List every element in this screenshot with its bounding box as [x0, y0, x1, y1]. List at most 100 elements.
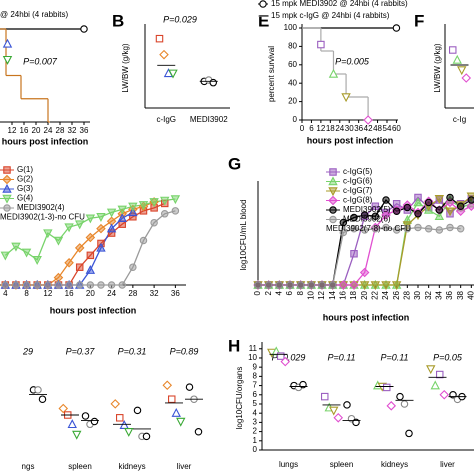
y-tick-label: 9: [253, 362, 258, 371]
marker: [33, 281, 41, 289]
marker: [333, 413, 344, 423]
marker: [75, 220, 85, 230]
x-tick-label: 42: [364, 124, 373, 133]
marker: [466, 201, 474, 212]
marker: [2, 38, 13, 48]
marker: [456, 202, 465, 211]
marker: [328, 281, 337, 289]
category-label: spleen: [330, 460, 354, 469]
marker: [343, 401, 351, 409]
marker: [371, 212, 380, 221]
x-tick-label: 12: [8, 126, 17, 135]
x-tick-label: 16: [65, 289, 74, 298]
x-tick-label: 36: [80, 126, 89, 135]
category-label: kidneys: [118, 462, 145, 471]
marker: [296, 281, 305, 289]
marker: [128, 202, 138, 212]
marker: [133, 406, 142, 415]
marker: [209, 78, 218, 87]
p-value: P=0.31: [118, 346, 147, 356]
category-label: liver: [440, 460, 455, 469]
legend-marker: [329, 215, 337, 224]
x-tick-label: 24: [335, 124, 344, 133]
x-tick-label: 6: [285, 290, 294, 295]
marker: [150, 218, 158, 227]
x-tick-label: 26: [392, 290, 401, 299]
marker: [72, 430, 82, 440]
marker: [106, 223, 117, 233]
marker: [75, 263, 84, 271]
marker: [1, 281, 10, 289]
marker: [85, 232, 96, 243]
marker: [350, 225, 358, 233]
p-value: P=0.89: [170, 346, 199, 356]
marker: [403, 225, 412, 233]
marker: [194, 427, 203, 436]
x-tick-label: 30: [345, 124, 354, 133]
marker: [162, 380, 173, 391]
panel-letter: E: [258, 11, 269, 30]
x-axis-label: hours post infection: [2, 136, 89, 146]
legend-marker: [3, 204, 11, 212]
x-tick-label: 36: [354, 124, 363, 133]
marker: [160, 196, 170, 206]
marker: [350, 213, 358, 222]
marker: [467, 196, 474, 204]
marker: [426, 365, 436, 375]
x-tick-label: 24: [107, 289, 116, 298]
marker: [80, 25, 88, 33]
y-tick-label: 40: [288, 78, 297, 87]
marker: [155, 34, 164, 43]
marker: [414, 210, 422, 218]
x-tick-label: 8: [24, 289, 29, 298]
p-value: P=0.007: [23, 56, 58, 66]
x-tick-label: 32: [424, 290, 433, 299]
p-value: P=0.37: [66, 346, 96, 356]
marker: [360, 226, 369, 234]
legend-text: G(2): [17, 175, 33, 184]
p-value: 29: [22, 346, 33, 356]
marker: [435, 226, 444, 234]
y-tick-label: 10: [248, 353, 257, 362]
x-tick-label: 34: [434, 290, 443, 299]
p-value: P=0.005: [335, 56, 370, 66]
x-tick-label: 40: [466, 290, 474, 299]
marker: [32, 256, 42, 265]
category-label: c-IgG: [156, 115, 176, 124]
marker: [430, 380, 440, 390]
category-label: liver: [177, 462, 192, 471]
marker: [413, 197, 423, 207]
y-tick-label: 7: [253, 381, 258, 390]
panel-letter: G: [228, 154, 241, 173]
marker: [106, 208, 117, 218]
marker: [396, 392, 404, 401]
legend-marker: [329, 168, 337, 176]
marker: [75, 281, 84, 289]
y-axis-label: log10CFU/organs: [235, 367, 244, 430]
legend-text: c-IgG(8): [343, 196, 373, 205]
marker: [280, 356, 291, 367]
x-tick-label: 12: [316, 124, 325, 133]
marker: [392, 207, 401, 216]
y-tick-label: 2: [253, 427, 258, 436]
marker: [86, 281, 95, 289]
x-tick-label: 32: [68, 126, 77, 135]
x-tick-label: 0: [253, 290, 262, 295]
x-tick-label: 48: [373, 124, 382, 133]
y-tick-label: 60: [288, 60, 297, 69]
legend-marker: [328, 187, 338, 197]
marker: [176, 417, 186, 427]
y-axis-label: percent survival: [267, 46, 276, 102]
marker: [159, 49, 169, 60]
marker: [96, 223, 106, 234]
marker: [67, 419, 77, 429]
marker: [254, 281, 262, 289]
marker: [2, 55, 13, 65]
p-value: P=0.11: [327, 352, 355, 362]
marker: [58, 403, 69, 414]
marker: [81, 412, 90, 420]
marker: [434, 211, 445, 220]
marker: [382, 383, 391, 392]
marker: [275, 281, 284, 289]
p-value: P=0.029: [272, 352, 306, 362]
